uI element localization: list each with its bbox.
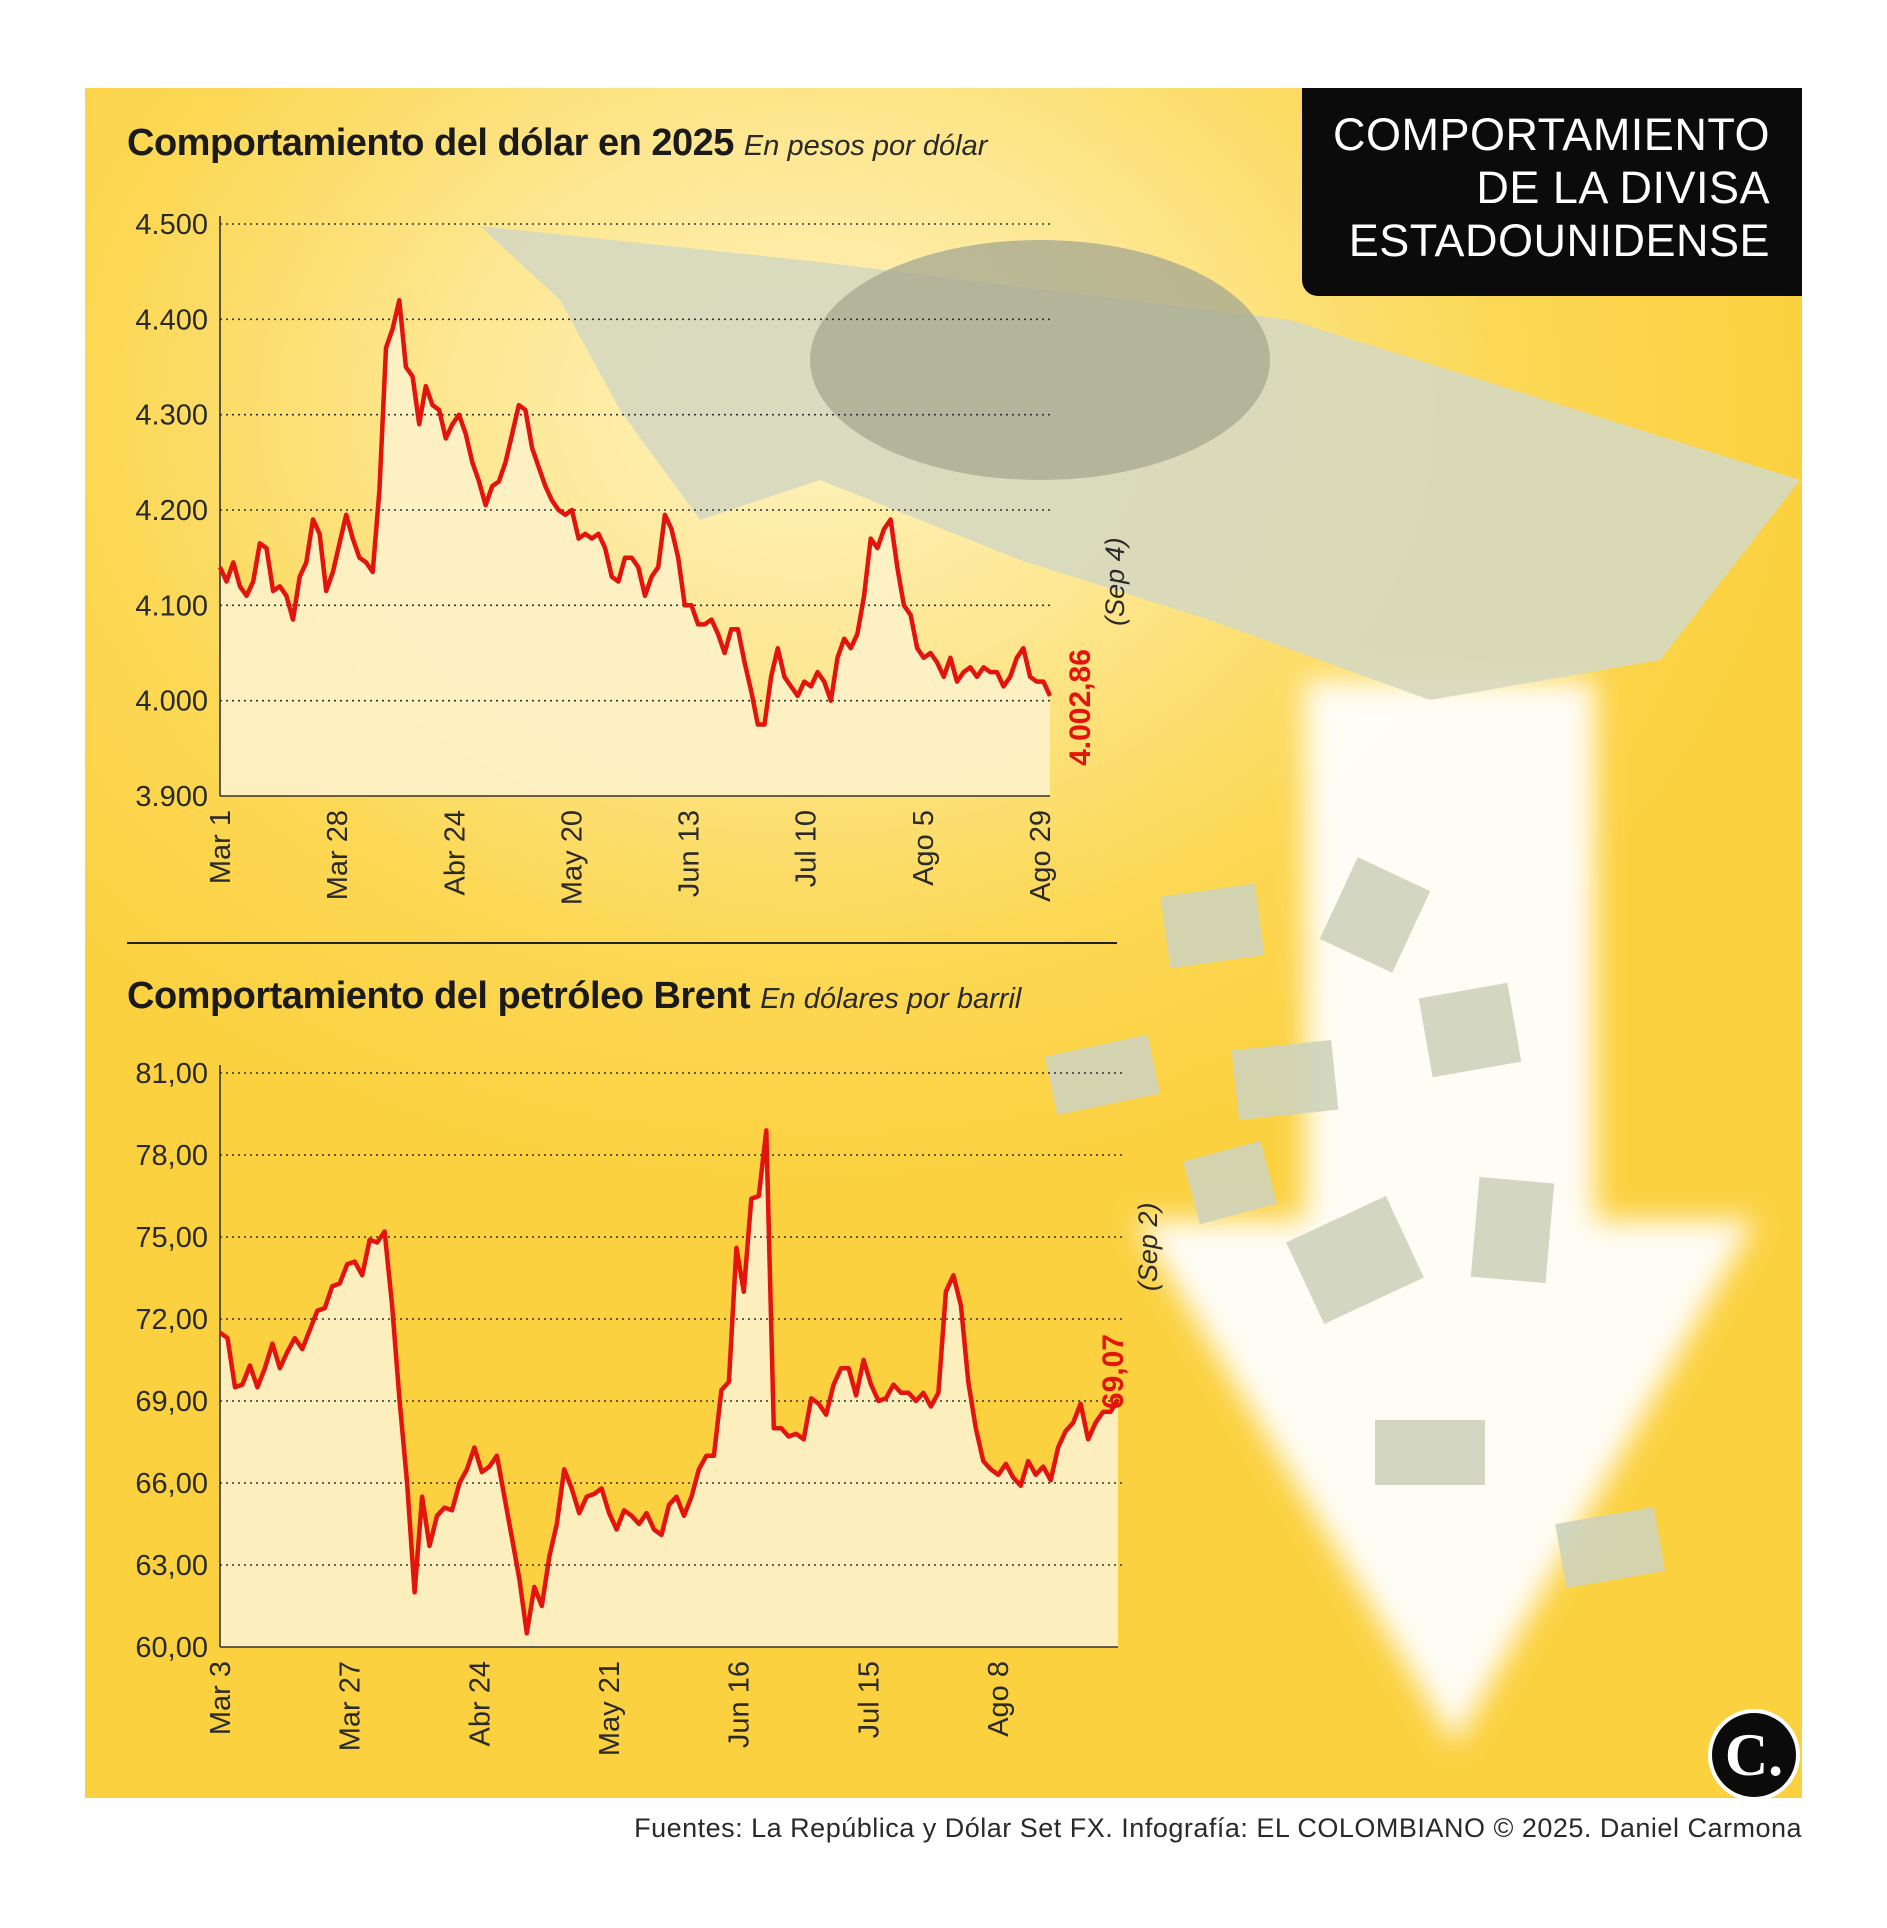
chart-1-y-tick-label: 4.100 — [135, 590, 208, 622]
chart-1-y-tick-label: 3.900 — [135, 781, 208, 813]
chart-2-x-tick-label: May 21 — [594, 1661, 626, 1756]
chart-2-y-tick-label: 81,00 — [135, 1058, 208, 1090]
puzzle-piece-icon — [1319, 857, 1431, 973]
chart-2-y-tick-label: 60,00 — [135, 1632, 208, 1664]
chart-2-x-tick-label: Ago 8 — [983, 1661, 1015, 1737]
section-divider — [127, 942, 1117, 944]
chart-1-y-tick-label: 4.200 — [135, 495, 208, 527]
chart-2-x-tick-label: Mar 27 — [335, 1661, 367, 1751]
chart-1-title-text: Comportamiento del dólar en 2025 — [127, 122, 734, 164]
chart-2-title: Comportamiento del petróleo Brent En dóla… — [127, 975, 1021, 1018]
headline-line-1: COMPORTAMIENTO — [1332, 109, 1770, 160]
el-colombiano-logo: C. — [1708, 1709, 1800, 1801]
chart-2-last-date: (Sep 2) — [1133, 1203, 1163, 1292]
chart-1-x-tick-label: May 20 — [556, 810, 588, 905]
puzzle-piece-icon — [1375, 1420, 1485, 1485]
puzzle-piece-icon — [1044, 1034, 1161, 1116]
puzzle-piece-icon — [1160, 883, 1265, 969]
portrait-oval-icon — [810, 240, 1270, 480]
chart-2-subtitle: En dólares por barril — [760, 983, 1022, 1015]
chart-1-series-line — [217, 298, 1053, 727]
chart-1-x-tick-label: Jun 13 — [674, 810, 706, 897]
chart-1-area — [220, 300, 1050, 796]
chart-2-y-tick-label: 69,00 — [135, 1386, 208, 1418]
chart-1-x-tick-label: Ago 5 — [908, 810, 940, 886]
chart-2-y-tick-label: 66,00 — [135, 1468, 208, 1500]
chart-2-title-text: Comportamiento del petróleo Brent — [127, 975, 751, 1017]
chart-2-x-tick-label: Mar 3 — [205, 1661, 237, 1735]
chart-2-area — [220, 1130, 1118, 1647]
puzzle-piece-icon — [1286, 1195, 1424, 1325]
chart-1-x-tick-label: Mar 1 — [205, 810, 237, 884]
chart-1-last-date: (Sep 4) — [1100, 537, 1130, 626]
chart-1-y-tick-label: 4.000 — [135, 686, 208, 718]
chart-2-last-value: 69,07 — [1097, 1334, 1130, 1409]
chart-1-title: Comportamiento del dólar en 2025 En pesos… — [127, 122, 987, 165]
chart-2-y-tick-label: 75,00 — [135, 1222, 208, 1254]
puzzle-piece-icon — [1231, 1039, 1339, 1121]
chart-2-y-tick-label: 72,00 — [135, 1304, 208, 1336]
chart-1-subtitle: En pesos por dólar — [743, 130, 988, 162]
chart-1-x-tick-label: Abr 24 — [439, 810, 471, 895]
puzzle-piece-icon — [1470, 1176, 1555, 1284]
chart-2-y-tick-label: 63,00 — [135, 1550, 208, 1582]
chart-1-x-tick-label: Ago 29 — [1025, 810, 1057, 902]
chart-2-x-tick-label: Abr 24 — [464, 1661, 496, 1746]
headline-badge: COMPORTAMIENTO DE LA DIVISA ESTADOUNIDEN… — [1302, 88, 1802, 296]
chart-2-x-tick-label: Jun 16 — [724, 1661, 756, 1748]
chart-2-y-tick-label: 78,00 — [135, 1140, 208, 1172]
chart-1-y-tick-label: 4.500 — [135, 209, 208, 241]
chart-2-series-line — [218, 1128, 1120, 1636]
chart-1-last-value: 4.002,86 — [1064, 649, 1097, 766]
down-arrow-icon — [1135, 680, 1755, 1745]
chart-2-x-tick-label: Jul 15 — [853, 1661, 885, 1738]
headline-line-2: DE LA DIVISA — [1476, 162, 1770, 213]
chart-1-x-tick-label: Jul 10 — [791, 810, 823, 887]
source-credit: Fuentes: La República y Dólar Set FX. In… — [634, 1813, 1802, 1843]
chart-1-y-tick-label: 4.300 — [135, 400, 208, 432]
puzzle-piece-icon — [1555, 1506, 1665, 1589]
chart-1-y-tick-label: 4.400 — [135, 304, 208, 336]
puzzle-piece-icon — [1183, 1140, 1278, 1225]
headline-line-3: ESTADOUNIDENSE — [1348, 215, 1770, 266]
puzzle-piece-icon — [1418, 982, 1522, 1078]
chart-1-x-tick-label: Mar 28 — [322, 810, 354, 900]
